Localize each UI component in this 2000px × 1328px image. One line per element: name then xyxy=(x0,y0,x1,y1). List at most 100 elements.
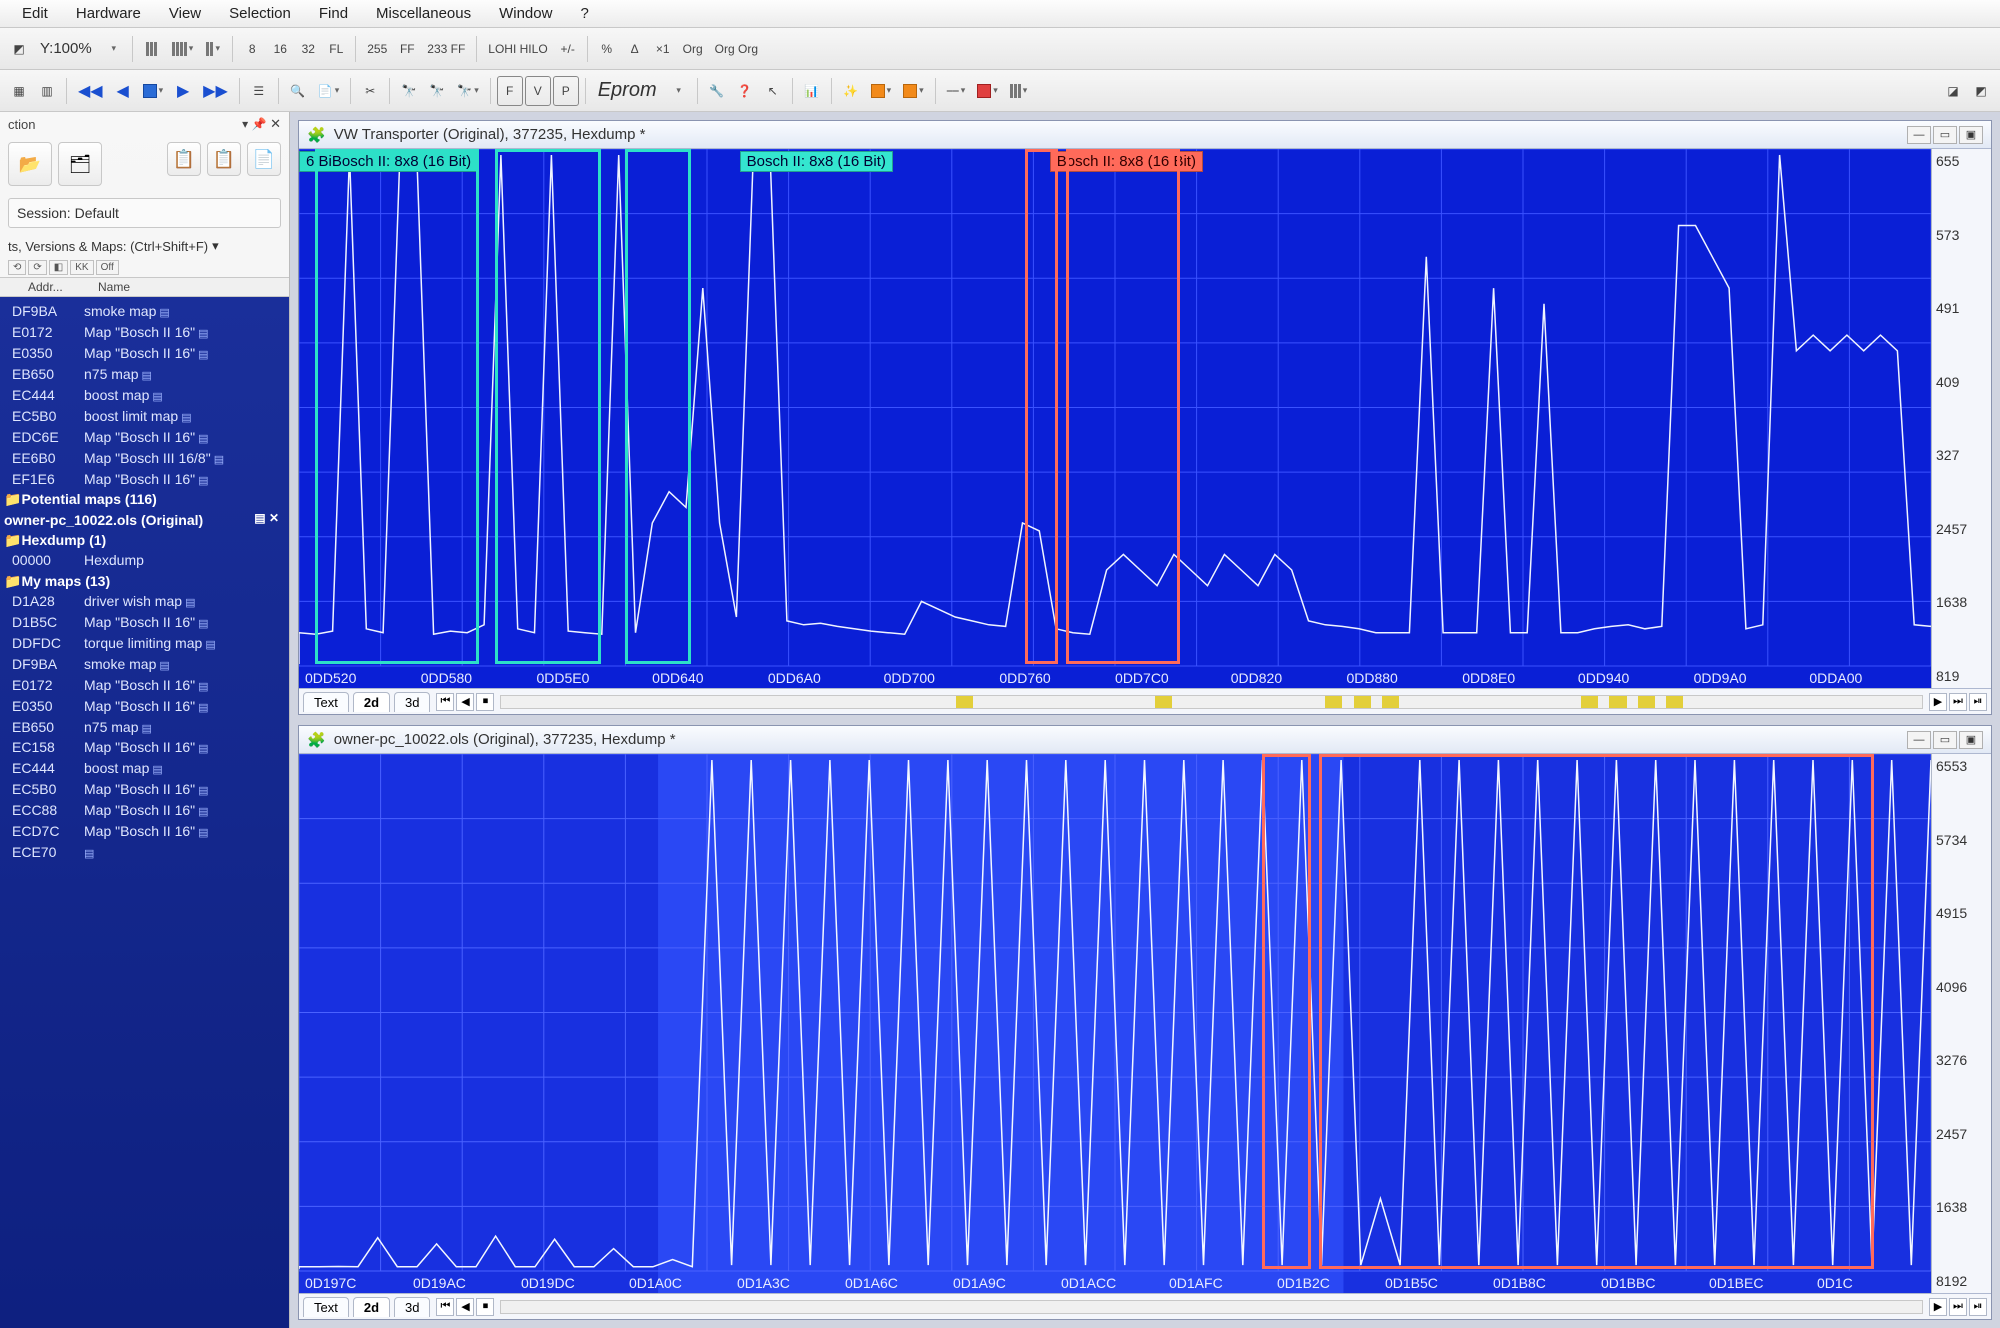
tool-binoc3[interactable]: 🔭 xyxy=(452,76,483,106)
tree-row[interactable]: ECC88Map "Bosch II 16" xyxy=(4,800,285,821)
tree-group[interactable]: owner-pc_10022.ols (Original)▤ ✕ xyxy=(4,510,285,530)
tool-orange[interactable] xyxy=(866,76,897,106)
menu-find[interactable]: Find xyxy=(305,1,362,26)
tool-bars2[interactable] xyxy=(167,34,199,64)
tree-row[interactable]: D1B5CMap "Bosch II 16" xyxy=(4,612,285,633)
tool-cut[interactable]: ✂ xyxy=(357,76,383,106)
pane2-nav-last[interactable]: ⏭ xyxy=(1949,1298,1967,1316)
tree-row[interactable]: 00000Hexdump xyxy=(4,550,285,570)
selection-box[interactable] xyxy=(315,149,478,664)
pane2-min[interactable]: — xyxy=(1907,731,1931,749)
selection-box[interactable] xyxy=(1319,754,1874,1269)
import-button[interactable]: 🗂 xyxy=(58,142,102,186)
tool-box1[interactable]: ▦ xyxy=(6,76,32,106)
menu-selection[interactable]: Selection xyxy=(215,1,305,26)
tree-row[interactable]: DF9BAsmoke map xyxy=(4,301,285,322)
nav-last[interactable]: ▶▶ xyxy=(198,76,233,106)
pane1-tab-3d[interactable]: 3d xyxy=(394,692,430,712)
tree-folder[interactable]: Hexdump (1) xyxy=(4,530,285,550)
pane1-nav-stop[interactable]: ⏹ xyxy=(476,693,494,711)
session-box[interactable]: Session: Default xyxy=(8,198,281,228)
tool-wrench[interactable]: 🔧 xyxy=(704,76,730,106)
tool-p[interactable]: P xyxy=(553,76,579,106)
tool-right2[interactable]: ◩ xyxy=(1968,76,1994,106)
tree-row[interactable]: EDC6EMap "Bosch II 16" xyxy=(4,427,285,448)
map-overlay-label[interactable]: Bosch II: 8x8 (16 Bit) xyxy=(740,151,893,172)
pane1-nav-next[interactable]: ▶ xyxy=(1929,693,1947,711)
tool-binoc1[interactable]: 🔭 xyxy=(396,76,422,106)
selection-box[interactable] xyxy=(1025,149,1058,664)
tree-row[interactable]: EE6B0Map "Bosch III 16/8" xyxy=(4,448,285,469)
paste-button[interactable]: 📄 xyxy=(247,142,281,176)
tool-help[interactable]: ❓ xyxy=(732,76,758,106)
tree-row[interactable]: EB650n75 map xyxy=(4,717,285,738)
zoom-y-dropdown[interactable] xyxy=(100,34,126,64)
pane2-tab-text[interactable]: Text xyxy=(303,1297,349,1317)
chip-16[interactable]: 16 xyxy=(267,34,293,64)
tool-bars1[interactable] xyxy=(139,34,165,64)
tool-red[interactable] xyxy=(972,76,1003,106)
pane2-max[interactable]: ▭ xyxy=(1933,731,1957,749)
menu-misc[interactable]: Miscellaneous xyxy=(362,1,485,26)
tree-row[interactable]: D1A28driver wish map xyxy=(4,591,285,612)
chip-fl[interactable]: FL xyxy=(323,34,349,64)
tree-row[interactable]: EF1E6Map "Bosch II 16" xyxy=(4,469,285,490)
tool-zoom[interactable]: 🔍 xyxy=(285,76,311,106)
nav-prev[interactable]: ◀ xyxy=(110,76,136,106)
chip-delta[interactable]: Δ xyxy=(622,34,648,64)
tree-folder[interactable]: My maps (13) xyxy=(4,571,285,591)
tool-box2[interactable]: ▥ xyxy=(34,76,60,106)
pane1-nav-first[interactable]: ⏮ xyxy=(436,693,454,711)
tool-generic[interactable]: ◩ xyxy=(6,34,32,64)
copy-button[interactable]: 📋 xyxy=(167,142,201,176)
col-addr[interactable]: Addr... xyxy=(28,280,98,294)
tree-row[interactable]: E0172Map "Bosch II 16" xyxy=(4,675,285,696)
chip-org[interactable]: Org xyxy=(678,34,708,64)
chip-233ff[interactable]: 233 FF xyxy=(422,34,470,64)
pane2-chart[interactable]: 0D197C0D19AC0D19DC0D1A0C0D1A3C0D1A6C0D1A… xyxy=(299,754,1931,1293)
tree-row[interactable]: DF9BAsmoke map xyxy=(4,654,285,675)
menu-view[interactable]: View xyxy=(155,1,215,26)
tool-barchart[interactable]: 📊 xyxy=(799,76,825,106)
pane2-nav-first[interactable]: ⏮ xyxy=(436,1298,454,1316)
pane1-nav-last[interactable]: ⏭ xyxy=(1949,693,1967,711)
nav-first[interactable]: ◀◀ xyxy=(73,76,108,106)
selection-box[interactable] xyxy=(495,149,601,664)
tool-bars4[interactable] xyxy=(1005,76,1033,106)
tool-wand[interactable]: ✨ xyxy=(838,76,864,106)
tool-bars3[interactable] xyxy=(200,34,226,64)
tree-row[interactable]: EB650n75 map xyxy=(4,364,285,385)
chip-percent[interactable]: % xyxy=(594,34,620,64)
tiny-split[interactable]: ◧ xyxy=(49,260,68,275)
copy2-button[interactable]: 📋 xyxy=(207,142,241,176)
chip-orgorg[interactable]: Org Org xyxy=(710,34,763,64)
pane1-nav-prev[interactable]: ◀ xyxy=(456,693,474,711)
tool-right1[interactable]: ◪ xyxy=(1940,76,1966,106)
pane2-nav-stop[interactable]: ⏹ xyxy=(476,1298,494,1316)
tree-row[interactable]: ECE70 xyxy=(4,842,285,863)
pane2-tab-3d[interactable]: 3d xyxy=(394,1297,430,1317)
chip-8[interactable]: 8 xyxy=(239,34,265,64)
tree-row[interactable]: E0350Map "Bosch II 16" xyxy=(4,343,285,364)
tiny-undo[interactable]: ⟲ xyxy=(8,260,26,275)
nav-grid[interactable] xyxy=(138,76,169,106)
tree-row[interactable]: DDFDCtorque limiting map xyxy=(4,633,285,654)
tree-row[interactable]: EC158Map "Bosch II 16" xyxy=(4,737,285,758)
eprom-dd[interactable] xyxy=(665,76,691,106)
pane1-nav-end[interactable]: ⏯ xyxy=(1969,693,1987,711)
pane1-min[interactable]: — xyxy=(1907,126,1931,144)
tree-row[interactable]: E0350Map "Bosch II 16" xyxy=(4,696,285,717)
pane2-scrollbar[interactable] xyxy=(500,1300,1923,1314)
close-icon[interactable]: ✕ xyxy=(270,116,281,131)
pane2-nav-next[interactable]: ▶ xyxy=(1929,1298,1947,1316)
filter-dd[interactable]: ▾ xyxy=(212,238,219,254)
chip-32[interactable]: 32 xyxy=(295,34,321,64)
pin-icon[interactable]: ▾ 📌 xyxy=(242,117,266,131)
col-name[interactable]: Name xyxy=(98,280,281,294)
tree-folder[interactable]: Potential maps (116) xyxy=(4,489,285,509)
pane1-chart[interactable]: 6 BiBosch II: 8x8 (16 Bit)Bosch II: 8x8 … xyxy=(299,149,1931,688)
chip-255[interactable]: 255 xyxy=(362,34,392,64)
tree-row[interactable]: EC5B0Map "Bosch II 16" xyxy=(4,779,285,800)
tree-row[interactable]: EC5B0boost limit map xyxy=(4,406,285,427)
chip-x1[interactable]: ×1 xyxy=(650,34,676,64)
